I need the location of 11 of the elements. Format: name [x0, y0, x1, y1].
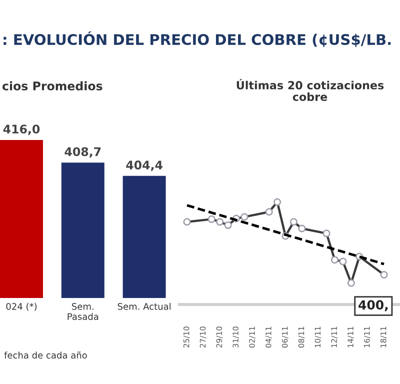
data-label: 408,7 [64, 147, 101, 158]
chart-title: : EVOLUCIÓN DEL PRECIO DEL COBRE (¢US$/LB. [4, 31, 391, 48]
x-tick-label: 024 (*) [6, 302, 37, 311]
text: fecha de cada año [4, 351, 87, 359]
chart-title: Últimas 20 cotizaciones cobre [236, 78, 384, 102]
text: 400, [358, 300, 388, 312]
chart-subtitle: cios Promedios [2, 81, 102, 90]
x-tick-label: Sem. Pasada [68, 303, 98, 320]
data-label: 404,4 [126, 160, 162, 171]
data-label: 416,0 [3, 124, 40, 136]
x-tick-label: Sem. Actual [118, 302, 171, 310]
